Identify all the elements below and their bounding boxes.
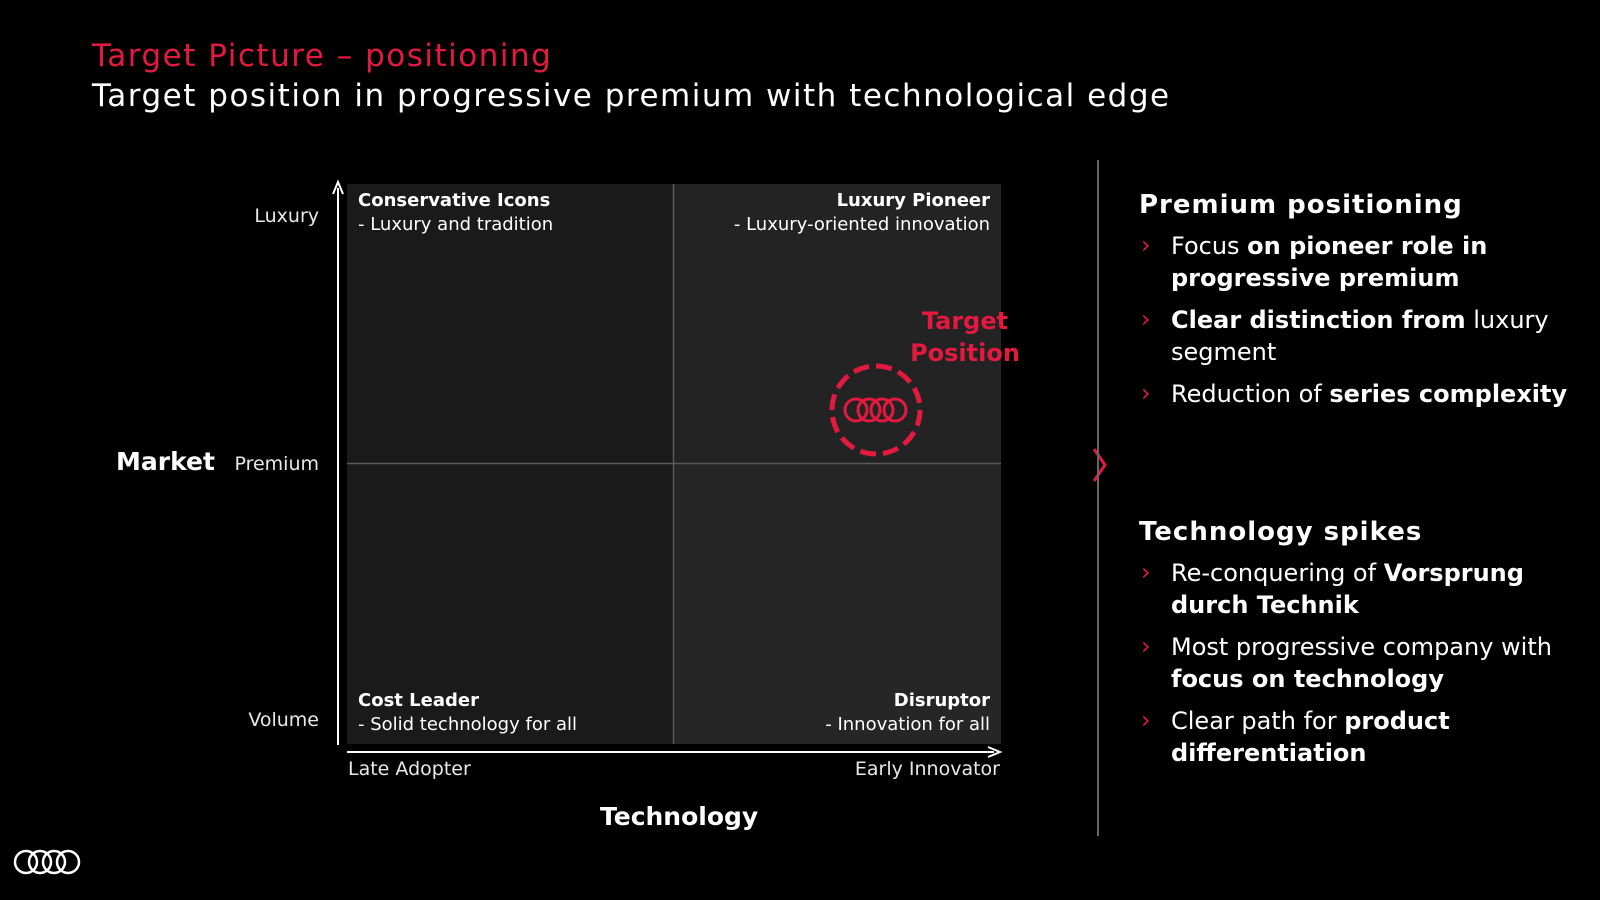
quadrant-title: Cost Leader (358, 690, 479, 711)
bullet-text: Re-conquering of (1171, 559, 1384, 587)
bullet-text: Reduction of (1171, 380, 1330, 408)
quadrant-description: - Solid technology for all (358, 714, 577, 735)
audi-rings-icon (843, 397, 908, 423)
chevron-bullet-icon: › (1141, 558, 1151, 586)
bullet-text-bold: series complexity (1329, 380, 1568, 408)
bullet-item: › Clear path for product differentiation (1139, 705, 1579, 769)
quadrant-description: - Innovation for all (825, 714, 990, 735)
bullet-item: › Most progressive company with focus on … (1139, 631, 1579, 695)
target-circle (829, 363, 923, 457)
audi-logo-icon (13, 849, 81, 875)
bullet-item: › Focus on pioneer role in progressive pr… (1139, 230, 1579, 294)
chevron-bullet-icon: › (1141, 305, 1151, 333)
section-title: Technology spikes (1139, 517, 1423, 547)
target-position-label: Target Position (900, 305, 1030, 369)
x-label-late-adopter: Late Adopter (348, 758, 471, 780)
y-level-premium: Premium (234, 453, 319, 475)
bullet-text-bold: product differentiation (1171, 707, 1450, 767)
quadrant-cost-leader: Cost Leader - Solid technology for all (347, 464, 673, 744)
bullet-item: › Re-conquering of Vorsprung durch Techni… (1139, 557, 1579, 621)
slide-title: Target Picture – positioning (92, 38, 553, 74)
quadrant-description: - Luxury-oriented innovation (733, 214, 990, 235)
quadrant-title: Conservative Icons (358, 190, 551, 211)
bullet-item: › Clear distinction from luxury segment (1139, 304, 1579, 368)
chevron-bullet-icon: › (1141, 231, 1151, 259)
bullet-text-bold: Vorsprung durch Technik (1171, 559, 1524, 619)
quadrant-description: - Luxury and tradition (358, 214, 554, 235)
bullet-text: luxury segment (1171, 306, 1549, 366)
bullet-text: Focus (1171, 232, 1248, 260)
section-technology-spikes: Technology spikes › Re-conquering of Vors… (1139, 517, 1579, 779)
y-axis-arrow (332, 179, 344, 195)
target-label-line: Position (910, 339, 1020, 367)
y-axis-title: Market (116, 447, 215, 476)
vertical-divider (1097, 160, 1099, 836)
quadrant-title: Disruptor (893, 690, 990, 711)
chevron-bullet-icon: › (1141, 379, 1151, 407)
section-premium-positioning: Premium positioning › Focus on pioneer ro… (1139, 190, 1579, 420)
chevron-bullet-icon: › (1141, 706, 1151, 734)
x-axis-title: Technology (600, 802, 759, 831)
chevron-right-icon (1092, 448, 1107, 482)
bullet-item: › Reduction of series complexity (1139, 378, 1579, 410)
quadrant-luxury-pioneer: Luxury Pioneer - Luxury-oriented innovat… (674, 184, 1001, 463)
quadrant-title: Luxury Pioneer (836, 190, 990, 211)
y-level-luxury: Luxury (254, 205, 319, 227)
premium-bullets: › Focus on pioneer role in progressive pr… (1139, 230, 1579, 410)
target-label-line: Target (921, 307, 1009, 335)
x-label-early-innovator: Early Innovator (854, 758, 1000, 780)
bullet-text: Clear path for (1171, 707, 1345, 735)
quadrant-conservative-icons: Conservative Icons - Luxury and traditio… (347, 184, 673, 463)
bullet-text-bold: on pioneer role in progressive premium (1171, 232, 1488, 292)
technology-bullets: › Re-conquering of Vorsprung durch Techni… (1139, 557, 1579, 769)
bullet-text-bold: Clear distinction from (1171, 306, 1466, 334)
y-level-volume: Volume (248, 709, 319, 731)
quadrant-disruptor: Disruptor - Innovation for all (674, 464, 1001, 744)
section-title: Premium positioning (1139, 190, 1463, 220)
bullet-text-bold: focus on technology (1171, 665, 1444, 693)
bullet-text: Most progressive company with (1171, 633, 1552, 661)
slide-subtitle: Target position in progressive premium w… (92, 78, 1171, 114)
chevron-bullet-icon: › (1141, 632, 1151, 660)
x-axis-arrow (987, 746, 1003, 758)
